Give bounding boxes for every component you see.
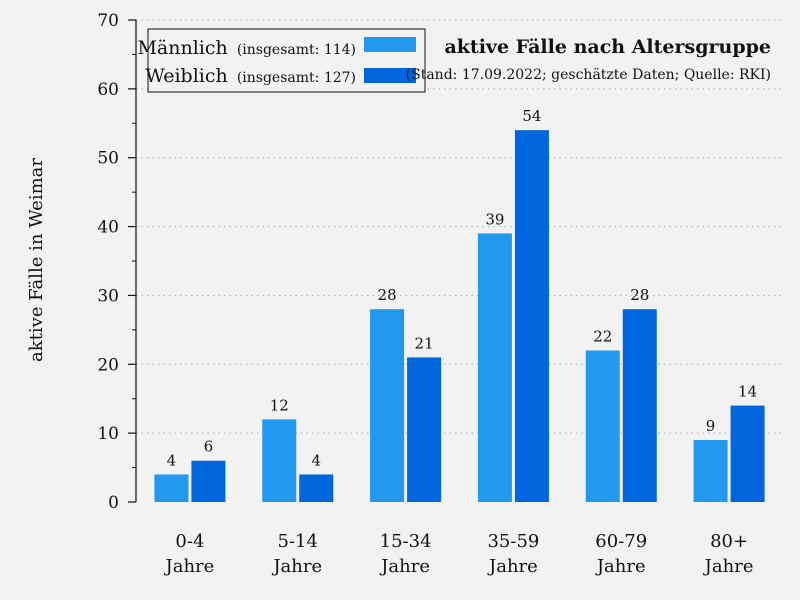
y-tick-label-20: 20 (97, 355, 119, 375)
data-label-weiblich-2: 21 (415, 334, 434, 352)
data-label-weiblich-3: 54 (522, 107, 541, 125)
bar-weiblich-5 (730, 405, 765, 502)
x-tick-label-line: Jahre (595, 556, 646, 577)
bar-männlich-4 (585, 350, 620, 502)
y-axis-label: aktive Fälle in Weimar (26, 158, 47, 362)
legend-entry-male: Männlich (insgesamt: 114) (137, 37, 356, 59)
y-tick-label-40: 40 (97, 218, 119, 238)
legend-swatch-female (364, 68, 416, 83)
legend-total-male: (insgesamt: 114) (237, 42, 356, 58)
y-tick-label-50: 50 (97, 149, 119, 169)
data-label-weiblich-5: 14 (738, 383, 757, 401)
x-tick-label-4: 60-79 Jahre (595, 531, 647, 577)
x-tick-label-line: Jahre (703, 556, 754, 577)
x-tick-label-line: Jahre (487, 556, 538, 577)
bar-männlich-3 (477, 233, 512, 502)
legend: Männlich (insgesamt: 114) Weiblich (insg… (137, 28, 426, 93)
legend-item-male: Männlich (insgesamt: 114) (137, 37, 416, 59)
bar-weiblich-4 (622, 309, 657, 502)
bar-männlich-2 (370, 309, 405, 502)
grid-lines (136, 19, 783, 434)
data-label-weiblich-1: 4 (311, 451, 321, 469)
chart-subtitle: (Stand: 17.09.2022; geschätzte Daten; Qu… (406, 67, 771, 83)
x-tick-label-line: 5-14 (278, 531, 318, 552)
legend-swatch-male (364, 37, 416, 52)
data-label-männlich-2: 28 (378, 286, 397, 304)
y-tick-label-10: 10 (97, 424, 119, 444)
data-label-männlich-3: 39 (485, 210, 504, 228)
bars: 4 6 12 4 28 21 39 54 22 28 9 14 (154, 107, 765, 502)
x-tick-label-5: 80+ Jahre (703, 531, 754, 577)
bar-weiblich-1 (299, 474, 334, 502)
legend-total-female: (insgesamt: 127) (237, 70, 356, 86)
x-tick-label-line: 35-59 (487, 531, 539, 552)
x-tick-label-line: Jahre (271, 556, 322, 577)
bar-männlich-1 (262, 419, 297, 502)
y-tick-label-60: 60 (97, 80, 119, 100)
data-label-männlich-1: 12 (270, 396, 289, 414)
legend-label-female: Weiblich (145, 65, 228, 87)
y-tick-label-30: 30 (97, 286, 119, 306)
y-tick-label-70: 70 (97, 11, 119, 31)
x-tick-label-line: 80+ (710, 531, 748, 552)
y-tick-label-0: 0 (108, 493, 119, 513)
x-tick-label-3: 35-59 Jahre (487, 531, 539, 577)
x-tick-label-2: 15-34 Jahre (379, 531, 431, 577)
bar-weiblich-2 (407, 357, 442, 502)
x-tick-label-line: 15-34 (380, 531, 432, 552)
legend-item-female: Weiblich (insgesamt: 127) (145, 65, 416, 87)
data-label-männlich-0: 4 (167, 451, 177, 469)
chart-title: aktive Fälle nach Altersgruppe (444, 36, 771, 58)
bar-weiblich-3 (514, 130, 549, 502)
x-tick-label-line: 0-4 (175, 531, 204, 552)
bar-männlich-5 (693, 440, 728, 502)
data-label-männlich-5: 9 (706, 417, 716, 435)
x-tick-label-0: 0-4 Jahre (164, 531, 215, 577)
data-label-weiblich-0: 6 (204, 438, 214, 456)
bar-männlich-0 (154, 474, 189, 502)
x-tick-label-line: 60-79 (595, 531, 647, 552)
data-label-weiblich-4: 28 (630, 286, 649, 304)
data-label-männlich-4: 22 (593, 328, 612, 346)
bar-weiblich-0 (191, 460, 226, 502)
x-tick-label-line: Jahre (379, 556, 430, 577)
x-tick-label-1: 5-14 Jahre (271, 531, 322, 577)
legend-label-male: Männlich (137, 37, 227, 59)
legend-entry-female: Weiblich (insgesamt: 127) (145, 65, 356, 87)
x-tick-label-line: Jahre (164, 556, 215, 577)
axes: 0 10 20 30 40 50 60 70 0-4 Jahre 5-14 Jahre 15-34 Jah… (97, 11, 753, 577)
